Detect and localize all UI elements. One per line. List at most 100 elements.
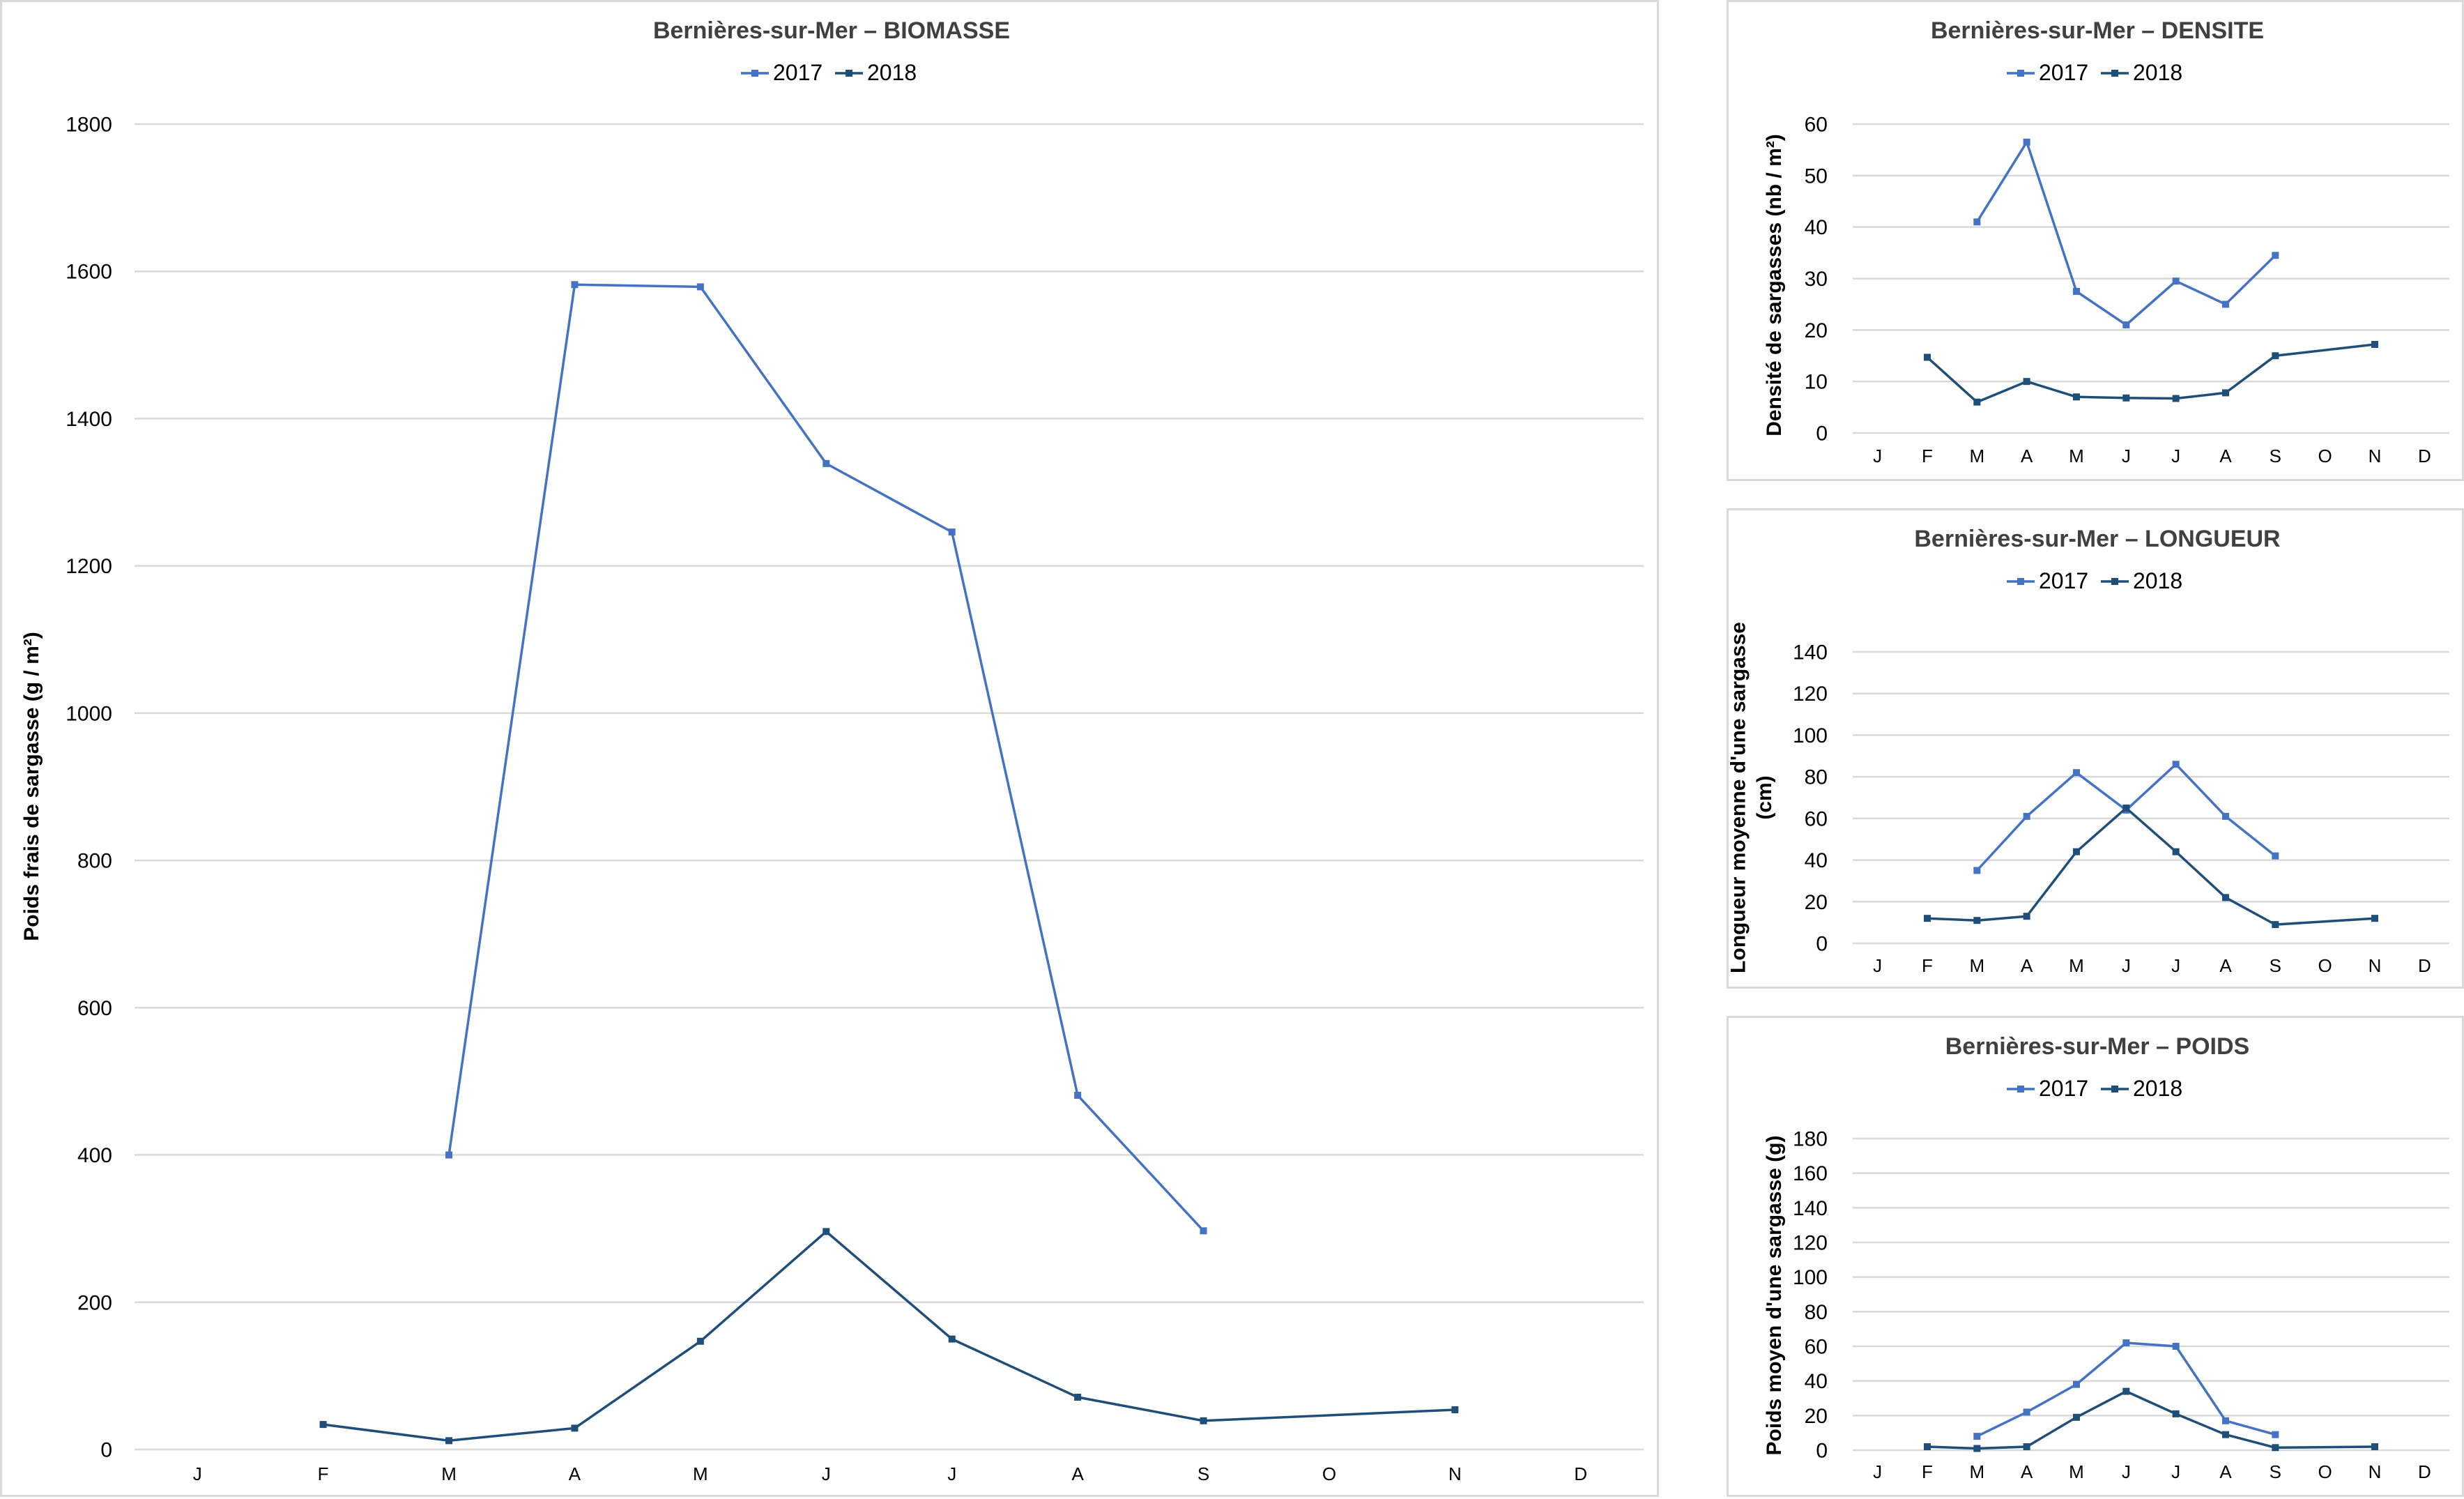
poids-chart-panel: Bernières-sur-Mer – POIDS 2017 2018 0 20 40 60… [1727, 1016, 2464, 1497]
x-tick-label: A [569, 1463, 581, 1484]
data-point-2018 [1973, 398, 1981, 406]
poids-chart: Bernières-sur-Mer – POIDS 2017 2018 0 20 40 60… [1763, 1033, 2449, 1482]
data-point-2018 [571, 1424, 579, 1432]
data-point-2018 [2371, 915, 2378, 922]
data-point-2017 [2272, 852, 2279, 860]
data-point-2017 [2073, 769, 2080, 777]
x-tick-label: A [1071, 1463, 1084, 1484]
y-tick-label: 1600 [66, 261, 112, 284]
y-tick-label: 800 [77, 850, 112, 873]
y-tick-label: 60 [1805, 807, 1828, 830]
densite-title: Bernières-sur-Mer – DENSITE [1931, 17, 2264, 44]
densite-chart-panel: Bernières-sur-Mer – DENSITE 2017 2018 0 10 20… [1727, 0, 2464, 481]
series-line-2017 [447, 283, 1204, 1232]
biomasse-chart-panel: Bernières-sur-Mer – BIOMASSE 2017 2018 0 200… [0, 0, 1659, 1497]
legend-marker-2017 [2017, 1086, 2024, 1093]
x-tick-label: N [1448, 1463, 1462, 1484]
y-axis-label-line: Poids moyen d'une sargasse (g) [1763, 1136, 1786, 1456]
y-tick-label: 60 [1805, 114, 1828, 137]
data-point-2017 [445, 1151, 453, 1159]
data-point-2018 [2023, 378, 2030, 386]
data-point-2017 [2073, 1380, 2080, 1388]
x-tick-label: M [1969, 1461, 1984, 1482]
data-point-2017 [2172, 761, 2180, 768]
data-point-2018 [822, 1228, 830, 1235]
y-tick-label: 0 [1816, 1440, 1828, 1463]
y-tick-label: 60 [1805, 1336, 1828, 1359]
data-point-2018 [2073, 393, 2080, 401]
y-tick-label: 1200 [66, 555, 112, 578]
legend-label-2017: 2017 [2039, 60, 2088, 85]
x-tick-label: O [2318, 446, 2332, 466]
legend-label-2018: 2018 [2133, 568, 2182, 593]
x-tick-label: M [441, 1463, 457, 1484]
data-point-2018 [2172, 848, 2180, 855]
series-line-2018 [1927, 1390, 2375, 1450]
x-tick-label: J [822, 1463, 831, 1484]
data-point-2018 [2272, 352, 2279, 360]
x-tick-label: J [2122, 446, 2131, 466]
y-tick-label: 40 [1805, 216, 1828, 239]
x-tick-label: S [2270, 446, 2281, 466]
x-tick-label: J [2171, 955, 2180, 976]
y-tick-label: 160 [1793, 1162, 1828, 1185]
legend-marker-2017 [751, 70, 758, 77]
longueur-title: Bernières-sur-Mer – LONGUEUR [1914, 526, 2280, 552]
data-point-2017 [1973, 867, 1981, 874]
y-tick-label: 0 [1816, 423, 1828, 446]
legend-marker-2018 [2111, 70, 2118, 77]
x-tick-label: F [1922, 1461, 1933, 1482]
data-point-2017 [2023, 1408, 2030, 1416]
y-tick-label: 50 [1805, 165, 1828, 188]
y-tick-label: 140 [1793, 1197, 1828, 1220]
data-point-2017 [696, 283, 704, 291]
y-tick-label: 180 [1793, 1128, 1828, 1151]
data-point-2017 [2172, 1343, 2180, 1350]
legend-label-2017: 2017 [2039, 568, 2088, 593]
y-tick-label: 80 [1805, 766, 1828, 789]
x-tick-label: N [2369, 1461, 2382, 1482]
y-tick-label: 20 [1805, 1405, 1828, 1428]
x-tick-label: A [2219, 1461, 2232, 1482]
x-tick-label: S [2270, 955, 2281, 976]
data-point-2018 [2272, 1444, 2279, 1452]
data-point-2018 [1924, 1443, 1931, 1451]
x-tick-label: J [1873, 1461, 1882, 1482]
x-tick-label: J [1873, 955, 1882, 976]
data-point-2017 [2122, 321, 2130, 328]
x-tick-label: A [2021, 955, 2033, 976]
data-point-2017 [2023, 138, 2030, 146]
data-point-2017 [2172, 277, 2180, 285]
x-tick-label: J [193, 1463, 202, 1484]
data-point-2018 [1973, 1445, 1981, 1452]
x-tick-label: S [2270, 1461, 2281, 1482]
x-tick-label: J [1873, 446, 1882, 466]
x-tick-label: A [2021, 446, 2033, 466]
data-point-2018 [1200, 1417, 1207, 1424]
y-axis-label-line: Densité de sargasses (nb / m²) [1763, 134, 1786, 436]
legend-marker-2018 [845, 70, 852, 77]
data-point-2018 [1451, 1406, 1459, 1413]
data-point-2018 [1924, 915, 1931, 922]
data-point-2018 [2222, 389, 2229, 397]
x-tick-label: O [2318, 955, 2332, 976]
legend-label-2017: 2017 [2039, 1076, 2088, 1101]
series-line-2018 [1926, 343, 2375, 404]
data-point-2017 [822, 459, 830, 467]
y-tick-label: 100 [1793, 724, 1828, 747]
y-tick-label: 1000 [66, 702, 112, 725]
data-point-2018 [2172, 395, 2180, 402]
longueur-chart-panel: Bernières-sur-Mer – LONGUEUR 2017 2018 0 20 4… [1727, 508, 2464, 989]
x-tick-label: A [2219, 446, 2232, 466]
x-tick-label: M [2069, 1461, 2084, 1482]
data-point-2017 [1973, 218, 1981, 226]
y-tick-label: 0 [1816, 933, 1828, 956]
data-point-2018 [2073, 848, 2080, 855]
y-tick-label: 0 [100, 1439, 112, 1462]
data-point-2018 [2023, 1443, 2030, 1451]
y-tick-label: 80 [1805, 1301, 1828, 1324]
data-point-2018 [948, 1335, 956, 1343]
data-point-2018 [2172, 1410, 2180, 1417]
x-tick-label: M [693, 1463, 708, 1484]
x-tick-label: F [1922, 446, 1933, 466]
